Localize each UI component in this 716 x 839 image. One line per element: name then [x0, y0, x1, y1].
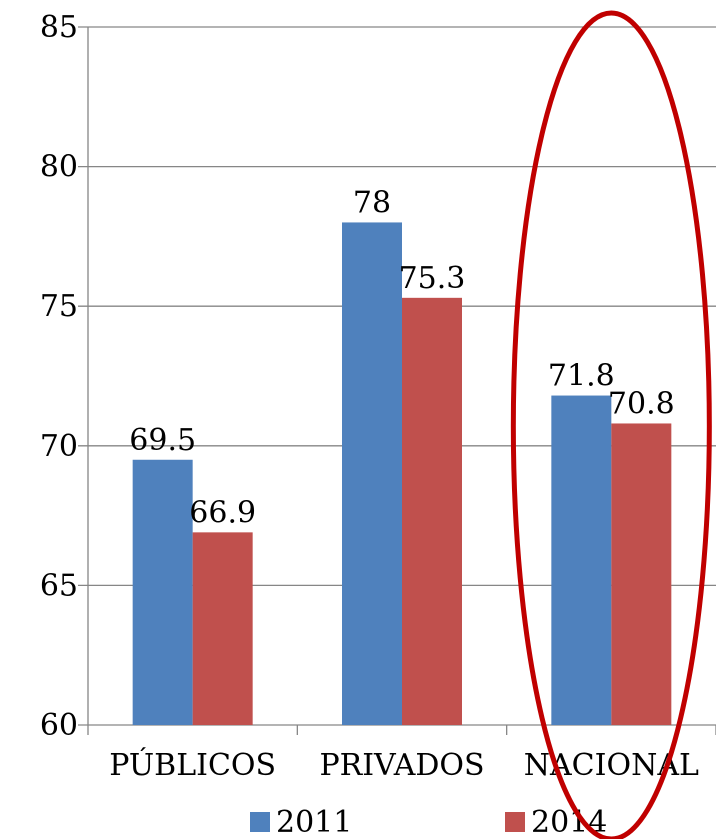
y-axis-ticks: 60 65 70 75 80 85: [40, 10, 78, 743]
y-tick-label: 85: [40, 10, 78, 45]
data-label: 69.5: [129, 423, 196, 458]
legend-swatch-2014: [505, 812, 525, 832]
legend: 2011 2014: [250, 805, 607, 839]
bars: [132, 222, 672, 725]
legend-label-2011: 2011: [276, 805, 352, 839]
bar-2014-1: [402, 297, 462, 725]
data-labels: 69.5 66.9 78 75.3 71.870.8: [129, 185, 674, 530]
y-tick-label: 70: [40, 429, 78, 464]
data-label: 70.8: [608, 386, 675, 421]
category-labels: PÚBLICOS PRIVADOS NACIONAL: [109, 747, 699, 783]
category-label: PÚBLICOS: [109, 747, 276, 783]
y-tick-label: 65: [40, 568, 78, 603]
highlight-ellipse: [510, 10, 712, 839]
y-tick-label: 75: [40, 289, 78, 324]
bar-2011-0: [132, 459, 193, 725]
y-tick-label: 80: [40, 150, 78, 185]
data-label: 66.9: [189, 495, 256, 530]
bar-2014-0: [192, 532, 253, 725]
y-tick-label: 60: [40, 708, 78, 743]
bar-2014-2: [611, 423, 672, 725]
legend-swatch-2011: [250, 812, 270, 832]
category-label: PRIVADOS: [319, 748, 484, 783]
bar-2011-2: [551, 395, 612, 725]
data-label: 75.3: [399, 261, 466, 296]
data-label: 71.8: [548, 359, 615, 394]
data-label: 78: [353, 185, 391, 220]
bar-2011-1: [342, 222, 402, 725]
